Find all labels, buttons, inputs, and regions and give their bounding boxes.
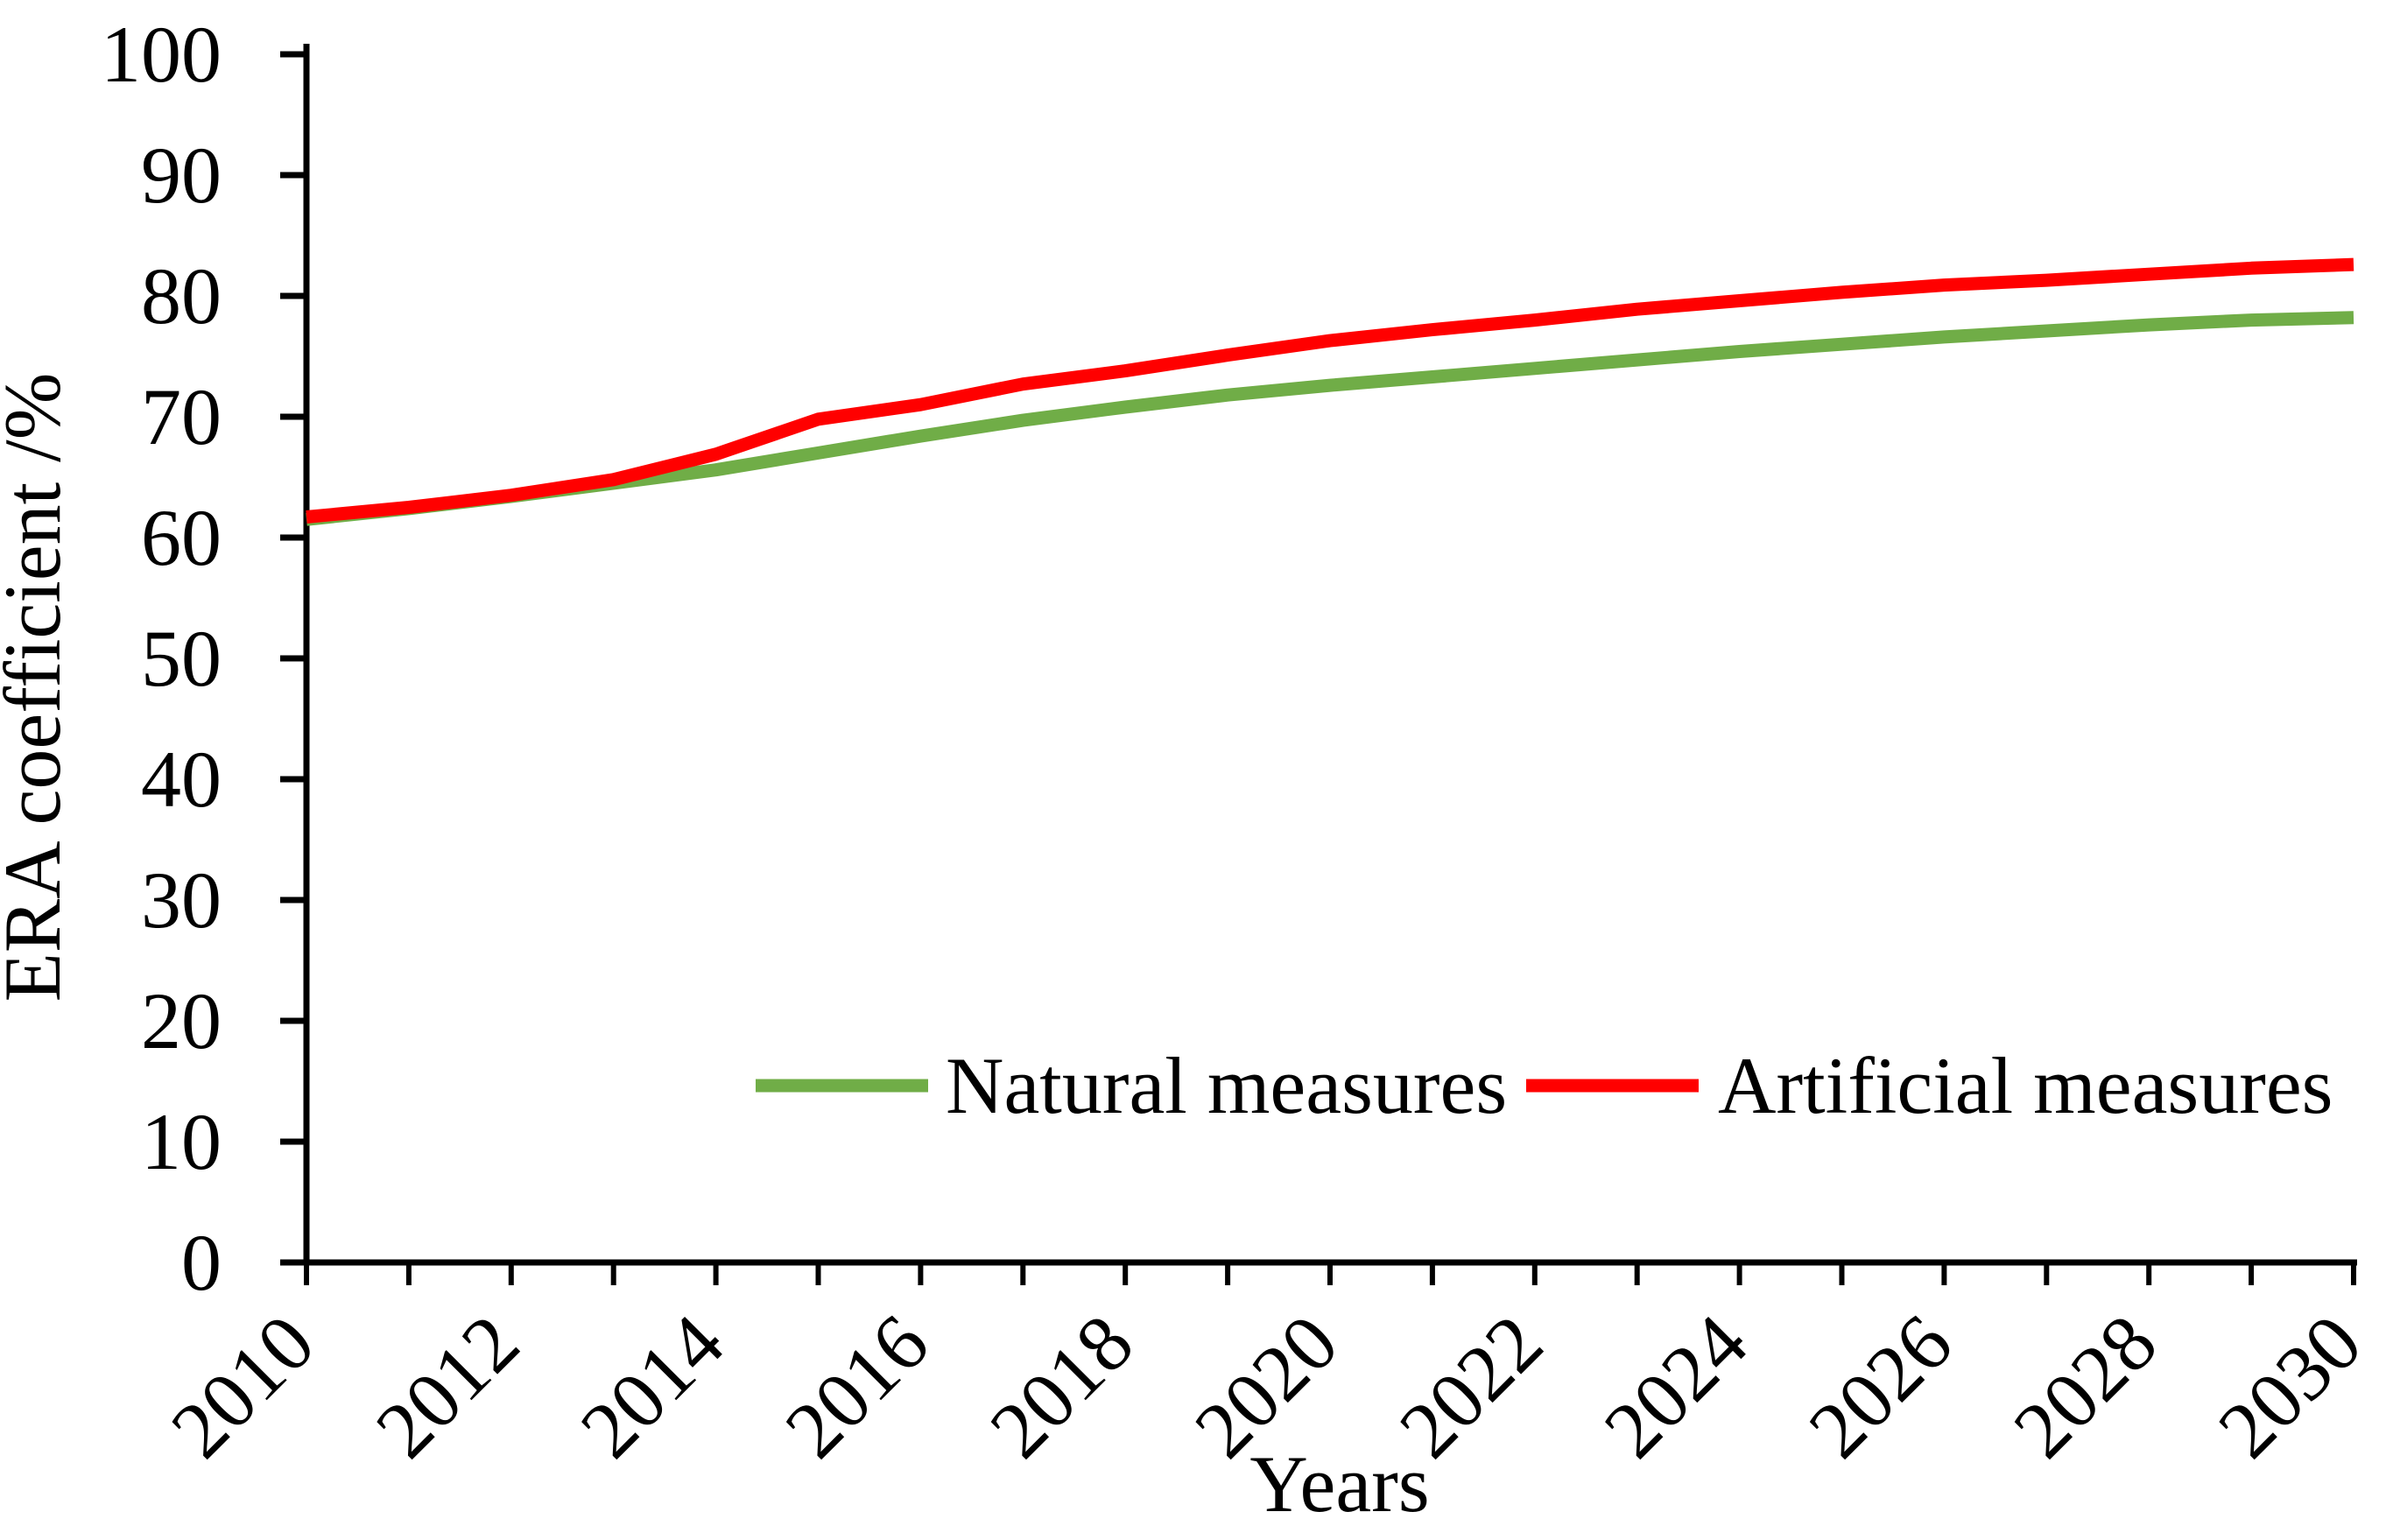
x-tick-label: 2024 (1587, 1297, 1764, 1474)
x-tick-label: 2014 (564, 1297, 741, 1474)
y-tick-label: 100 (101, 10, 222, 99)
x-tick-label: 2028 (1996, 1297, 2173, 1474)
y-tick-label: 90 (141, 130, 222, 220)
y-tick-label: 30 (141, 855, 222, 945)
x-tick-label: 2012 (359, 1297, 536, 1474)
y-axis-tick-labels: 0 10 20 30 40 50 60 70 80 90 100 (101, 10, 222, 1307)
y-tick-label: 70 (141, 372, 222, 461)
y-axis-title: ERA coefficient /% (0, 373, 77, 1002)
x-tick-label: 2018 (973, 1297, 1150, 1474)
artificial-measures-legend-label: Artificial measures (1718, 1041, 2333, 1130)
y-tick-label: 50 (141, 614, 222, 703)
x-axis-title: Years (1249, 1439, 1429, 1529)
y-tick-label: 80 (141, 251, 222, 341)
x-axis-ticks (304, 1262, 2356, 1285)
y-tick-label: 10 (141, 1097, 222, 1186)
series-group (306, 257, 2354, 526)
x-tick-label: 2026 (1791, 1297, 1968, 1474)
x-tick-label: 2010 (154, 1297, 331, 1474)
x-tick-label: 2016 (768, 1297, 945, 1474)
y-tick-label: 60 (141, 493, 222, 582)
natural-measures-line (306, 311, 2354, 526)
y-axis-ticks (280, 51, 306, 1266)
y-tick-label: 40 (141, 735, 222, 824)
legend: Natural measures Artificial measures (756, 1041, 2333, 1130)
artificial-measures-line (306, 257, 2354, 524)
y-tick-label: 0 (181, 1218, 222, 1307)
natural-measures-legend-label: Natural measures (946, 1041, 1507, 1130)
y-tick-label: 20 (141, 976, 222, 1065)
x-tick-label: 2030 (2201, 1297, 2378, 1474)
